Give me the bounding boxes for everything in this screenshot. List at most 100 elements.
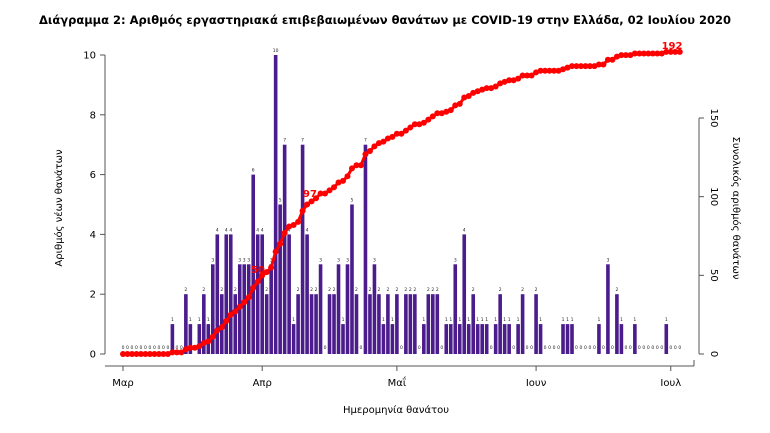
bar bbox=[287, 234, 291, 354]
zero-value-label: 0 bbox=[490, 345, 493, 351]
cumulative-point bbox=[196, 343, 203, 350]
cumulative-point bbox=[402, 127, 409, 134]
cumulative-point bbox=[366, 148, 373, 155]
cumulative-point bbox=[259, 272, 266, 279]
cumulative-point bbox=[120, 351, 126, 357]
bar-value-label: 2 bbox=[355, 287, 358, 293]
bar-value-label: 1 bbox=[467, 317, 470, 323]
bar-value-label: 1 bbox=[598, 317, 601, 323]
cumulative-point bbox=[398, 130, 405, 137]
cumulative-point bbox=[250, 284, 257, 291]
bar bbox=[219, 294, 224, 354]
cumulative-point bbox=[348, 165, 355, 172]
cumulative-point bbox=[649, 50, 656, 57]
cumulative-point bbox=[146, 351, 153, 357]
bar-value-label: 2 bbox=[234, 287, 237, 293]
cumulative-point bbox=[178, 349, 185, 356]
zero-value-label: 0 bbox=[602, 345, 605, 351]
bar-value-label: 2 bbox=[413, 287, 416, 293]
zero-value-label: 0 bbox=[629, 345, 632, 351]
bar-value-label: 2 bbox=[499, 287, 502, 293]
bar-value-label: 3 bbox=[606, 257, 609, 263]
bar-value-label: 5 bbox=[279, 198, 282, 204]
cumulative-point bbox=[128, 351, 135, 357]
bar bbox=[471, 294, 476, 354]
cumulative-point bbox=[308, 198, 315, 205]
bar-value-label: 3 bbox=[454, 257, 457, 263]
cumulative-point bbox=[223, 317, 230, 324]
cumulative-point bbox=[214, 327, 221, 334]
bar-value-label: 4 bbox=[463, 227, 466, 233]
zero-value-label: 0 bbox=[584, 345, 587, 351]
bar-value-label: 4 bbox=[288, 227, 291, 233]
cumulative-point bbox=[420, 119, 427, 126]
zero-value-label: 0 bbox=[642, 345, 645, 351]
bar bbox=[251, 174, 256, 354]
bar-value-label: 2 bbox=[615, 287, 618, 293]
cumulative-point bbox=[173, 349, 180, 356]
cumulative-annotation: 50 bbox=[251, 265, 265, 276]
bar bbox=[390, 324, 395, 354]
cumulative-point bbox=[322, 190, 329, 197]
cumulative-point bbox=[551, 67, 558, 74]
bar bbox=[341, 324, 345, 354]
bar-value-label: 3 bbox=[373, 257, 376, 263]
cumulative-point bbox=[676, 48, 683, 55]
cumulative-point bbox=[304, 201, 311, 208]
bar bbox=[184, 294, 188, 354]
bar bbox=[332, 294, 336, 354]
zero-value-label: 0 bbox=[166, 345, 169, 351]
cumulative-line bbox=[123, 50, 680, 356]
y-tick-label: 2 bbox=[90, 290, 96, 301]
cumulative-point bbox=[155, 351, 162, 357]
chart-title: Διάγραμμα 2: Αριθμός εργαστηριακά επιβεβ… bbox=[39, 13, 731, 27]
bar-value-label: 10 bbox=[273, 48, 279, 54]
cumulative-point bbox=[241, 299, 248, 306]
bar-value-label: 2 bbox=[202, 287, 205, 293]
cumulative-point bbox=[209, 333, 216, 340]
cumulative-point bbox=[492, 83, 499, 90]
bar-value-label: 7 bbox=[283, 138, 286, 144]
cumulative-point bbox=[299, 207, 306, 214]
bar-value-label: 3 bbox=[337, 257, 340, 263]
bar-value-label: 3 bbox=[211, 257, 214, 263]
bar bbox=[538, 324, 543, 354]
bar bbox=[561, 324, 565, 354]
bar bbox=[448, 324, 453, 354]
bar bbox=[260, 234, 264, 354]
cumulative-point bbox=[236, 303, 243, 310]
bar-value-label: 1 bbox=[508, 317, 511, 323]
cumulative-point bbox=[160, 351, 167, 357]
zero-value-label: 0 bbox=[651, 345, 654, 351]
y-axis-label: Αριθμός νέων θανάτων bbox=[53, 149, 65, 267]
cumulative-point bbox=[640, 50, 647, 57]
cumulative-point bbox=[586, 63, 593, 70]
bar bbox=[309, 294, 314, 354]
bar-value-label: 1 bbox=[571, 317, 574, 323]
bar-value-label: 7 bbox=[364, 138, 367, 144]
y-tick-label: 8 bbox=[90, 110, 96, 121]
cumulative-point bbox=[295, 218, 302, 225]
bar-value-label: 3 bbox=[346, 257, 349, 263]
bar-value-label: 1 bbox=[391, 317, 394, 323]
cumulative-point bbox=[654, 50, 661, 57]
cumulative-point bbox=[631, 50, 638, 57]
bar bbox=[246, 264, 251, 354]
zero-value-label: 0 bbox=[624, 345, 627, 351]
bar bbox=[502, 324, 507, 354]
bar bbox=[336, 264, 341, 354]
bar bbox=[615, 294, 619, 354]
bar-value-label: 1 bbox=[665, 317, 668, 323]
bar bbox=[426, 294, 431, 354]
bar-value-label: 1 bbox=[342, 317, 345, 323]
cumulative-point bbox=[290, 221, 297, 228]
bar bbox=[466, 324, 471, 354]
bar bbox=[386, 294, 390, 354]
cumulative-point bbox=[263, 269, 270, 276]
bar bbox=[282, 144, 287, 354]
bar-value-label: 2 bbox=[333, 287, 336, 293]
cumulative-point bbox=[268, 264, 275, 271]
bar-value-label: 2 bbox=[535, 287, 538, 293]
cumulative-annotation: 97 bbox=[303, 189, 317, 200]
